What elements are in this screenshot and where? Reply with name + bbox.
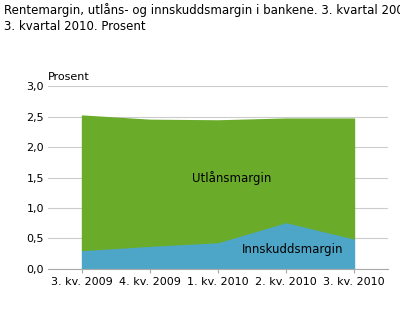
Text: Rentemargin, utlåns- og innskuddsmargin i bankene. 3. kvartal 2009-
3. kvartal 2: Rentemargin, utlåns- og innskuddsmargin …	[4, 3, 400, 33]
Text: Prosent: Prosent	[48, 72, 90, 82]
Text: Innskuddsmargin: Innskuddsmargin	[242, 243, 344, 256]
Text: Utlånsmargin: Utlånsmargin	[192, 171, 271, 185]
